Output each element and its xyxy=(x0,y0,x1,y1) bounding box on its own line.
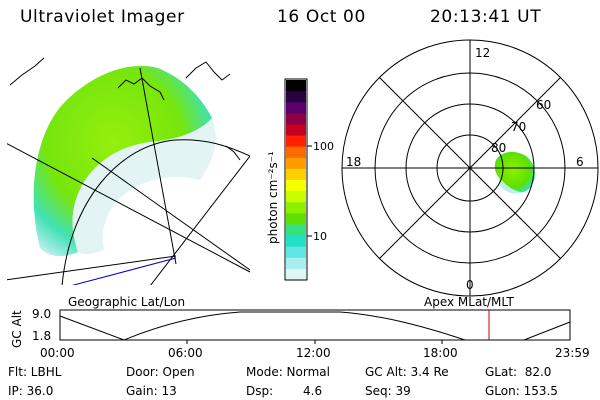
geographic-map-panel xyxy=(7,57,250,285)
colorbar-segment xyxy=(286,257,306,270)
time-label: 20:13:41 UT xyxy=(430,7,542,27)
longitude-line xyxy=(7,255,177,281)
coastline xyxy=(225,145,241,161)
colorbar-segment xyxy=(286,191,306,203)
instrument-title: Ultraviolet Imager xyxy=(20,7,185,27)
date-label: 16 Oct 00 xyxy=(277,7,366,27)
time-tick-label: 00:00 xyxy=(40,346,75,360)
colorbar-segment xyxy=(286,235,306,248)
colorbar-segment xyxy=(286,180,306,192)
colorbar-segment xyxy=(286,124,306,137)
status-gain: Gain: 13 xyxy=(126,384,177,398)
colorbar-segment xyxy=(286,168,306,181)
geographic-caption: Geographic Lat/Lon xyxy=(68,295,186,309)
altitude-plot xyxy=(59,309,571,344)
colorbar-segment xyxy=(286,224,306,237)
lat-label-70: 70 xyxy=(511,120,526,134)
mlt-label-18: 18 xyxy=(346,155,361,169)
colorbar-segment xyxy=(286,80,306,92)
altitude-curve xyxy=(59,311,571,341)
colorbar-segment xyxy=(286,146,306,159)
coastline xyxy=(185,61,231,81)
mlt-label-0: 0 xyxy=(466,278,474,292)
altitude-ytick-bottom: 1.8 xyxy=(32,329,52,343)
colorbar-tick-label: 10 xyxy=(313,230,327,243)
mlt-label-12: 12 xyxy=(475,46,490,60)
coastline xyxy=(9,57,45,86)
colorbar-segment xyxy=(286,157,306,170)
longitude-line xyxy=(150,155,250,285)
terminator-line xyxy=(71,257,177,285)
status-glon: GLon: 153.5 xyxy=(485,384,558,398)
longitude-line xyxy=(139,67,177,265)
colorbar-frame xyxy=(284,78,308,281)
mlt-diagonal xyxy=(379,77,561,259)
colorbar-segment xyxy=(286,213,306,226)
colorbar-segment xyxy=(286,202,306,214)
time-tick-label: 18:00 xyxy=(423,346,458,360)
time-tick-label: 23:59 xyxy=(555,346,590,360)
altitude-ytick-top: 9.0 xyxy=(32,307,52,321)
time-tick-label: 06:00 xyxy=(168,346,203,360)
polar-plot: 12 18 6 0 60 70 80 xyxy=(341,39,599,297)
colorbar-segment xyxy=(286,91,306,103)
longitude-line xyxy=(91,157,250,271)
status-mode: Mode: Normal xyxy=(246,365,330,379)
colorbar-tick-label: 100 xyxy=(313,140,334,153)
colorbar-segment xyxy=(286,246,306,259)
time-tick-label: 12:00 xyxy=(296,346,331,360)
colorbar-segment xyxy=(286,113,306,126)
mlt-label-6: 6 xyxy=(576,155,584,169)
lat-label-80: 80 xyxy=(491,141,506,155)
colorbar-fill xyxy=(286,80,306,281)
aurora-emission xyxy=(33,65,213,257)
status-dsp-label: Dsp: xyxy=(246,384,274,398)
polar-aurora-fringe xyxy=(498,176,520,194)
colorbar: 100 10 photon cm⁻²s⁻¹ xyxy=(266,78,334,281)
status-ip: IP: 36.0 xyxy=(8,384,54,398)
colorbar-segment xyxy=(286,135,306,148)
status-door: Door: Open xyxy=(126,365,195,379)
apex-caption: Apex MLat/MLT xyxy=(424,295,514,309)
altitude-ylabel: GC Alt xyxy=(10,310,24,348)
latitude-circle xyxy=(61,139,250,285)
status-seq: Seq: 39 xyxy=(365,384,411,398)
polar-aurora-spot xyxy=(494,151,535,193)
status-filter: Flt: LBHL xyxy=(8,365,62,379)
aurora-fringe xyxy=(72,118,216,255)
longitude-line xyxy=(7,143,250,273)
status-dsp-value: 4.6 xyxy=(303,384,323,398)
status-gc-alt: GC Alt: 3.4 Re xyxy=(365,365,449,379)
status-glat: GLat: 82.0 xyxy=(485,365,552,379)
colorbar-segment xyxy=(286,268,306,281)
lat-label-60: 60 xyxy=(536,98,551,112)
colorbar-unit-label: photon cm⁻²s⁻¹ xyxy=(266,151,280,244)
colorbar-segment xyxy=(286,102,306,114)
